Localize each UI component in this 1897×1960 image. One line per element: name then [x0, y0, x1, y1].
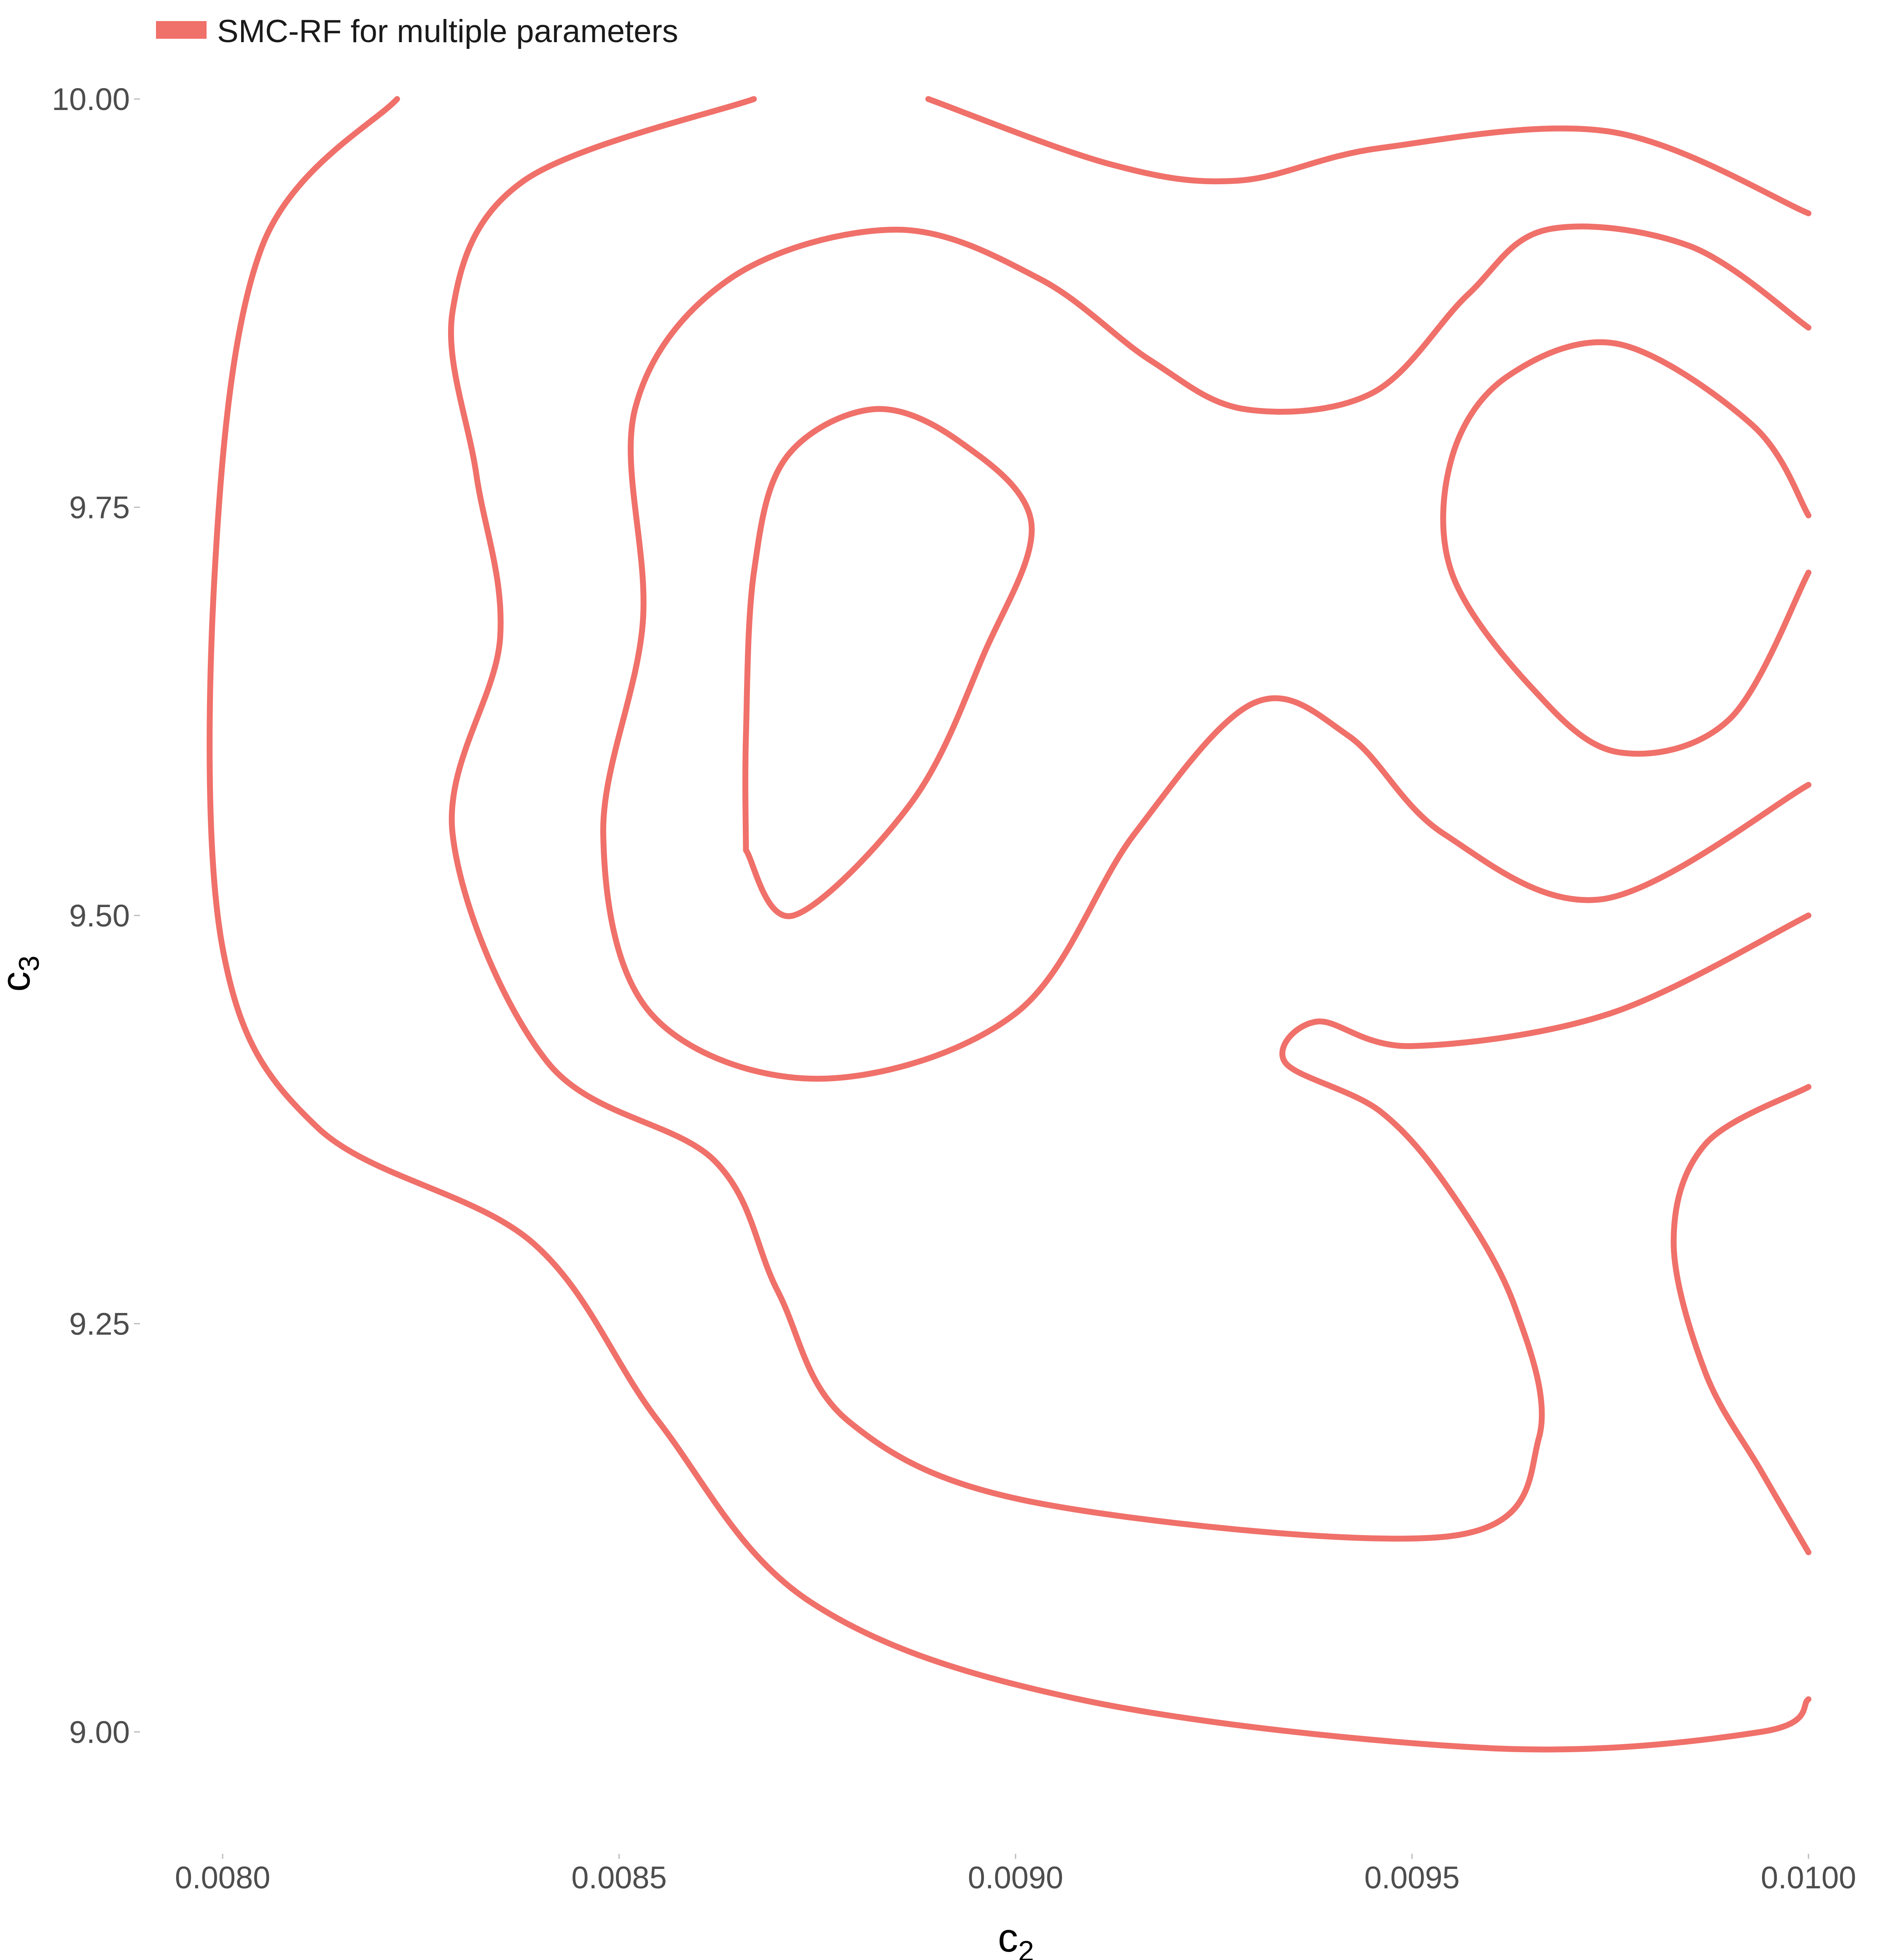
y-tick-label: 9.75: [69, 490, 130, 525]
x-tick-label: 0.0080: [175, 1860, 270, 1895]
y-axis-ticks: 9.00 9.25 9.50 9.75 10.00: [52, 82, 140, 1750]
x-tick-label: 0.0085: [571, 1860, 666, 1895]
y-tick-label: 9.00: [69, 1715, 130, 1750]
contour-line-3: [925, 96, 1811, 217]
legend-swatch: [156, 21, 207, 39]
y-axis-title: c3: [0, 956, 45, 992]
legend-label: SMC-RF for multiple parameters: [217, 13, 678, 49]
x-axis-title-main: c: [998, 1915, 1018, 1960]
x-tick-label: 0.0095: [1364, 1860, 1459, 1895]
x-tick-label: 0.0090: [968, 1860, 1063, 1895]
x-axis-ticks: 0.0080 0.0085 0.0090 0.0095 0.0100: [175, 1854, 1856, 1895]
contour-line-4: [600, 223, 1811, 1082]
x-axis-title: c2: [998, 1915, 1034, 1960]
contour-line-5: [742, 406, 1035, 919]
contour-line-2: [448, 96, 1811, 1542]
x-axis-title-subscript: 2: [1018, 1935, 1034, 1960]
y-tick-label: 9.25: [69, 1306, 130, 1341]
contour-line-7: [1671, 1084, 1811, 1555]
y-axis-title-main: c: [0, 972, 38, 992]
y-tick-label: 9.50: [69, 898, 130, 933]
y-axis-title-subscript: 3: [13, 956, 45, 972]
x-tick-label: 0.0100: [1761, 1860, 1856, 1895]
legend: SMC-RF for multiple parameters: [156, 13, 678, 49]
contour-line-1: [207, 96, 1811, 1753]
y-tick-label: 10.00: [52, 82, 130, 117]
contour-line-6: [1440, 339, 1811, 757]
contour-lines: [207, 96, 1811, 1753]
